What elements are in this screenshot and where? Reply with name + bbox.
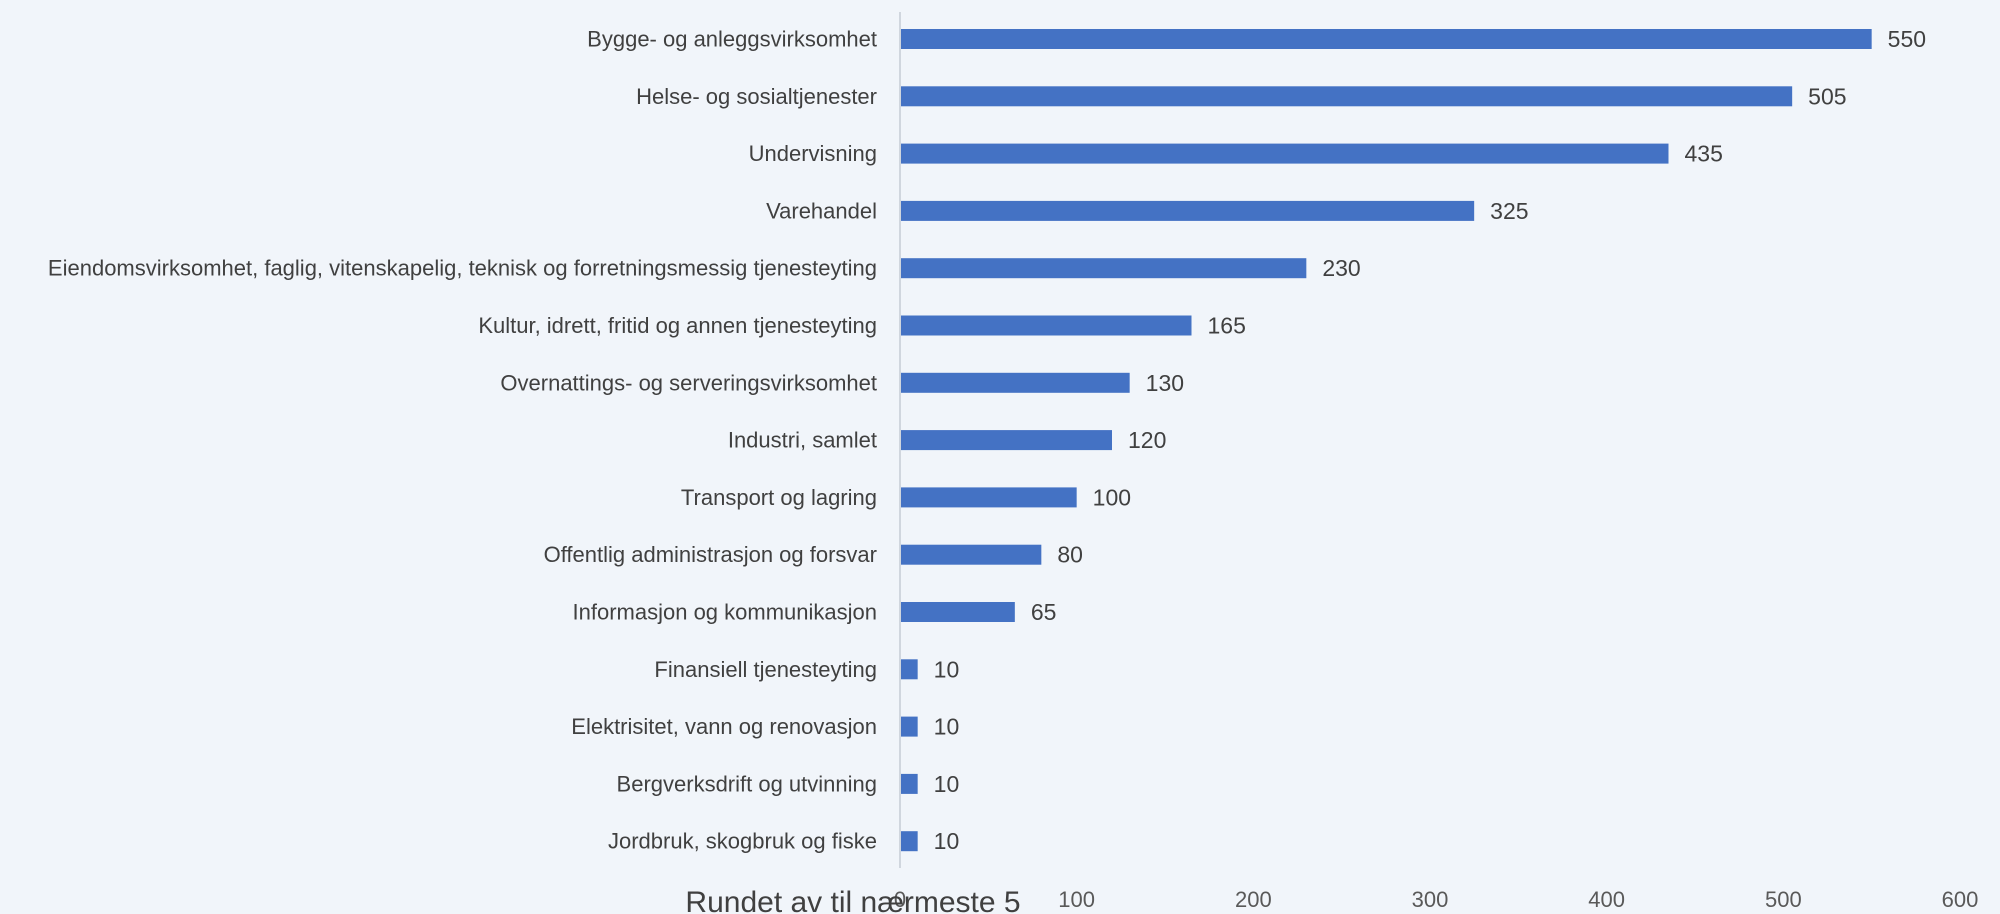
x-tick-label: 600: [1942, 887, 1979, 912]
category-label: Bygge- og anleggsvirksomhet: [587, 27, 877, 52]
category-label: Finansiell tjenesteyting: [654, 657, 877, 682]
category-label: Undervisning: [749, 141, 877, 166]
category-label: Eiendomsvirksomhet, faglig, vitenskapeli…: [48, 256, 877, 281]
value-labels: 550 505 435 325 230 165 130 120 100 80 65 10 10 10 10: [934, 26, 1926, 854]
data-label: 10: [934, 771, 960, 797]
bar: [900, 200, 1475, 221]
category-label: Transport og lagring: [681, 485, 877, 510]
data-label: 550: [1888, 26, 1926, 52]
data-label: 130: [1146, 370, 1184, 396]
bar: [900, 258, 1307, 279]
data-label: 65: [1031, 599, 1057, 625]
data-label: 325: [1490, 198, 1528, 224]
x-tick-label: 200: [1235, 887, 1272, 912]
x-tick-labels: 0 100 200 300 400 500 600: [894, 887, 1978, 912]
bars-group: [900, 29, 1872, 852]
category-label: Jordbruk, skogbruk og fiske: [608, 829, 877, 854]
data-label: 165: [1208, 313, 1246, 339]
bar: [900, 773, 918, 794]
data-label: 100: [1093, 484, 1131, 510]
x-tick-label: 500: [1765, 887, 1802, 912]
bar: [900, 372, 1130, 393]
x-tick-label: 400: [1588, 887, 1625, 912]
bar: [900, 602, 1015, 622]
category-label: Bergverksdrift og utvinning: [617, 771, 877, 796]
category-label: Industri, samlet: [728, 428, 877, 453]
bar: [900, 544, 1042, 565]
bar: [900, 831, 918, 852]
bar: [900, 659, 918, 680]
category-label: Kultur, idrett, fritid og annen tjeneste…: [478, 313, 877, 338]
category-label: Offentlig administrasjon og forsvar: [544, 542, 877, 567]
bar: [900, 29, 1872, 49]
bar: [900, 716, 918, 737]
category-labels: Bygge- og anleggsvirksomhet Helse- og sos…: [48, 27, 877, 854]
bar: [900, 315, 1192, 336]
data-label: 10: [934, 714, 960, 740]
category-label: Elektrisitet, vann og renovasjon: [571, 714, 877, 739]
x-tick-label: 300: [1412, 887, 1449, 912]
bar: [900, 487, 1077, 508]
bar: [900, 143, 1669, 164]
x-tick-label: 0: [894, 887, 906, 912]
data-label: 505: [1808, 83, 1846, 109]
data-label: 80: [1057, 542, 1083, 568]
category-label: Varehandel: [766, 198, 877, 223]
data-label: 435: [1685, 141, 1723, 167]
bar: [900, 430, 1112, 451]
x-axis-title: Rundet av til nærmeste 5: [685, 886, 1020, 914]
bar: [900, 86, 1793, 107]
category-label: Helse- og sosialtjenester: [636, 84, 877, 109]
data-label: 120: [1128, 427, 1166, 453]
data-label: 10: [934, 828, 960, 854]
x-tick-label: 100: [1058, 887, 1095, 912]
data-label: 230: [1322, 255, 1360, 281]
data-label: 10: [934, 656, 960, 682]
category-label: Informasjon og kommunikasjon: [573, 600, 877, 625]
category-label: Overnattings- og serveringsvirksomhet: [500, 370, 877, 395]
